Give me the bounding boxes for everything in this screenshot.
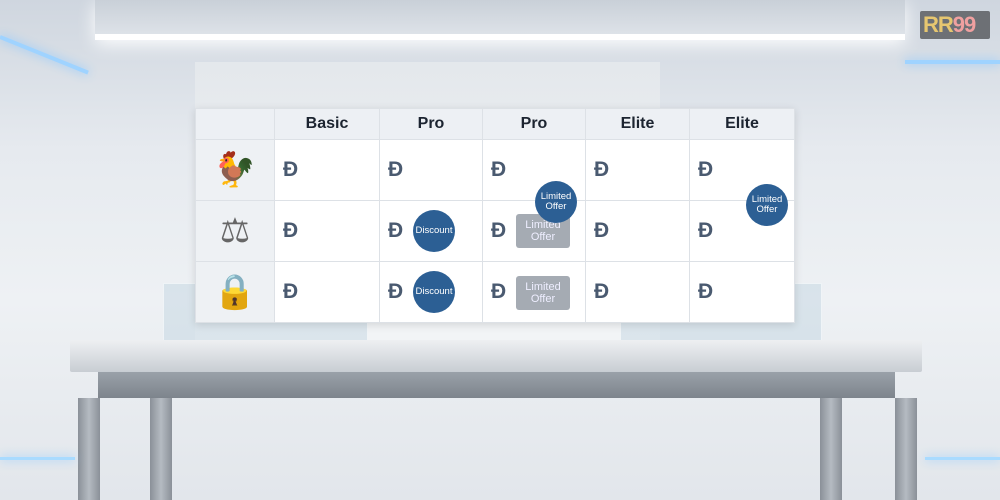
floor-light (925, 457, 1000, 460)
column-header: Pro (482, 108, 586, 140)
column-header: Elite (585, 108, 690, 140)
currency-symbol: Đ (283, 158, 299, 181)
currency-symbol: Đ (594, 219, 610, 242)
wall-light (905, 60, 1000, 64)
currency-symbol: Đ (698, 280, 714, 303)
currency-symbol: Đ (388, 280, 404, 303)
currency-symbol: Đ (283, 280, 299, 303)
table-row: 🔒 Đ Đ Discount Đ Limited Offer Đ Đ (195, 261, 795, 323)
currency-symbol: Đ (388, 158, 404, 181)
pricing-table: Basic Pro Pro Elite Elite 🐓 Đ Đ Đ Limite… (195, 108, 795, 323)
limited-offer-badge[interactable]: Limited Offer (746, 184, 788, 226)
rooster-icon: 🐓 (195, 139, 275, 201)
currency-symbol: Đ (388, 219, 404, 242)
column-header: Basic (274, 108, 380, 140)
limited-offer-badge[interactable]: Limited Offer (535, 181, 577, 223)
desk-leg (150, 398, 172, 500)
column-header: Elite (689, 108, 795, 140)
currency-symbol: Đ (491, 219, 507, 242)
currency-symbol: Đ (594, 280, 610, 303)
limited-offer-label[interactable]: Limited Offer (516, 276, 570, 310)
desk-leg (78, 398, 100, 500)
ceiling-light (95, 0, 905, 40)
scales-icon: ⚖ (195, 200, 275, 262)
currency-symbol: Đ (283, 219, 299, 242)
desk-leg (820, 398, 842, 500)
discount-badge[interactable]: Discount (413, 271, 455, 313)
currency-symbol: Đ (491, 280, 507, 303)
column-header: Pro (379, 108, 483, 140)
header-row: Basic Pro Pro Elite Elite (195, 108, 795, 140)
currency-symbol: Đ (698, 158, 714, 181)
safe-icon: 🔒 (195, 261, 275, 323)
logo: RR99 (920, 11, 990, 39)
floor-light (0, 457, 75, 460)
currency-symbol: Đ (698, 219, 714, 242)
table-row: 🐓 Đ Đ Đ Limited Offer Đ Đ Limited Offer (195, 139, 795, 226)
corner-cell (195, 108, 275, 140)
desk (70, 340, 922, 372)
desk-edge (98, 372, 895, 398)
table-row: ⚖ Đ Đ Discount Đ Limited Offer Đ Đ (195, 200, 795, 262)
desk-leg (895, 398, 917, 500)
currency-symbol: Đ (594, 158, 610, 181)
discount-badge[interactable]: Discount (413, 210, 455, 252)
currency-symbol: Đ (491, 158, 507, 181)
wall-light (0, 35, 89, 75)
